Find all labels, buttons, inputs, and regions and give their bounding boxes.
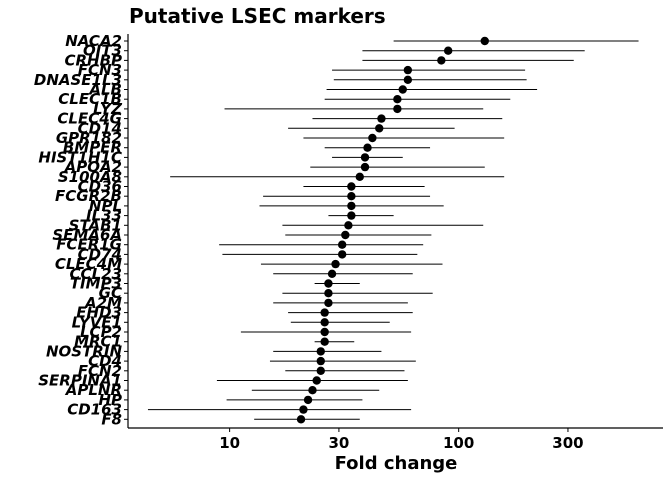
plot-marks bbox=[147, 36, 639, 424]
point-sema6a bbox=[341, 230, 350, 240]
y-tick-label: CD74 bbox=[78, 245, 122, 263]
y-tick-label: ALB bbox=[88, 81, 122, 99]
point-lyve1 bbox=[320, 318, 329, 327]
point-gc bbox=[324, 289, 333, 298]
y-tick-label: CD163 bbox=[67, 401, 122, 419]
y-tick-label: APLNR bbox=[65, 381, 122, 399]
x-axis-ticks: 10 30 100 300 bbox=[219, 428, 584, 452]
y-tick-label: APOA2 bbox=[64, 158, 122, 176]
y-tick-label: STAB1 bbox=[69, 216, 122, 234]
point-bmper bbox=[363, 143, 372, 152]
y-tick-label: NOSTRIN bbox=[46, 342, 122, 360]
x-tick-label: 100 bbox=[443, 434, 474, 452]
y-tick-label: OIT3 bbox=[83, 42, 122, 60]
point-alb bbox=[398, 85, 407, 94]
y-tick-label: NPL bbox=[89, 197, 122, 215]
y-tick-label: EHD3 bbox=[76, 304, 122, 322]
y-tick-label: SERPINA1 bbox=[38, 372, 122, 390]
point-hp bbox=[303, 395, 313, 405]
point-oit3 bbox=[443, 46, 453, 55]
point-cd36 bbox=[347, 182, 356, 191]
y-tick-label: S100A8 bbox=[58, 168, 122, 186]
y-tick-label: NACA2 bbox=[65, 32, 122, 50]
y-tick-label: CLEC4M bbox=[55, 255, 122, 273]
y-tick-label: CCL23 bbox=[70, 265, 122, 283]
point-cd14 bbox=[375, 124, 384, 133]
point-gpr182 bbox=[368, 133, 377, 143]
point-fcgr2b bbox=[347, 192, 356, 201]
point-npl bbox=[347, 201, 356, 211]
y-tick-label: TIMP3 bbox=[70, 275, 122, 293]
point-serpina1 bbox=[312, 376, 321, 385]
point-lcp2 bbox=[320, 327, 329, 337]
y-tick-label: IL33 bbox=[86, 207, 122, 225]
point-lyz bbox=[393, 104, 402, 114]
y-tick-label: GPR182 bbox=[56, 129, 122, 147]
point-clec4g bbox=[377, 114, 386, 123]
point-cd74 bbox=[337, 250, 347, 259]
point-fcer1g bbox=[337, 240, 347, 249]
point-crhbp bbox=[437, 56, 446, 65]
y-tick-label: FCN2 bbox=[78, 362, 122, 380]
y-tick-label: FCN3 bbox=[78, 61, 122, 79]
point-cd163 bbox=[299, 405, 308, 414]
point-timp3 bbox=[324, 279, 333, 288]
y-tick-label: LCP2 bbox=[80, 323, 122, 341]
y-tick-label: CLEC4G bbox=[57, 110, 122, 128]
point-aplnr bbox=[308, 386, 317, 395]
point-clec4m bbox=[331, 259, 340, 269]
chart-title: Putative LSEC markers bbox=[129, 4, 386, 28]
point-stab1 bbox=[344, 221, 353, 230]
y-tick-label: FCGR2B bbox=[55, 187, 122, 205]
point-hist1h1c bbox=[360, 153, 370, 162]
y-tick-label: CLEC1B bbox=[58, 90, 122, 108]
y-tick-label: CD14 bbox=[78, 119, 122, 137]
point-s100a8 bbox=[355, 172, 364, 181]
point-dnase1l3 bbox=[403, 75, 413, 85]
point-il33 bbox=[347, 211, 356, 220]
y-tick-label: GC bbox=[99, 284, 122, 302]
y-tick-label: F8 bbox=[101, 410, 122, 428]
y-tick-label: CD4 bbox=[88, 352, 122, 370]
y-tick-label: A2M bbox=[84, 294, 122, 312]
y-tick-label: LYZ bbox=[93, 100, 123, 118]
x-tick-label: 30 bbox=[328, 434, 349, 452]
y-tick-label: HP bbox=[98, 391, 122, 409]
point-mrc1 bbox=[320, 337, 329, 346]
point-ccl23 bbox=[327, 269, 337, 278]
y-tick-label: DNASE1L3 bbox=[34, 71, 122, 89]
point-fcn3 bbox=[403, 65, 413, 75]
point-cd4 bbox=[316, 356, 325, 366]
y-tick-label: FCER1G bbox=[56, 236, 122, 254]
point-a2m bbox=[324, 298, 333, 308]
point-nostrin bbox=[316, 347, 325, 356]
point-naca2 bbox=[480, 36, 489, 46]
y-tick-label: MRC1 bbox=[74, 333, 122, 351]
y-tick-label: SEMA6A bbox=[52, 226, 122, 244]
point-fcn2 bbox=[316, 366, 325, 375]
y-tick-label: LYVE1 bbox=[72, 313, 122, 331]
y-tick-label: CD36 bbox=[78, 178, 122, 196]
point-clec1b bbox=[393, 95, 402, 104]
y-tick-label: BMPER bbox=[63, 139, 122, 157]
x-tick-label: 10 bbox=[219, 434, 240, 452]
y-tick-label: HIST1H1C bbox=[38, 148, 122, 166]
y-tick-label: CRHBP bbox=[64, 51, 122, 69]
point-ehd3 bbox=[320, 308, 329, 317]
point-apoa2 bbox=[360, 162, 370, 172]
point-f8 bbox=[296, 415, 306, 424]
y-axis-tick-labels: NACA2OIT3CRHBPFCN3DNASE1L3ALBCLEC1BLYZCL… bbox=[34, 32, 128, 428]
x-axis-label: Fold change bbox=[335, 453, 458, 474]
x-tick-label: 300 bbox=[552, 434, 583, 452]
